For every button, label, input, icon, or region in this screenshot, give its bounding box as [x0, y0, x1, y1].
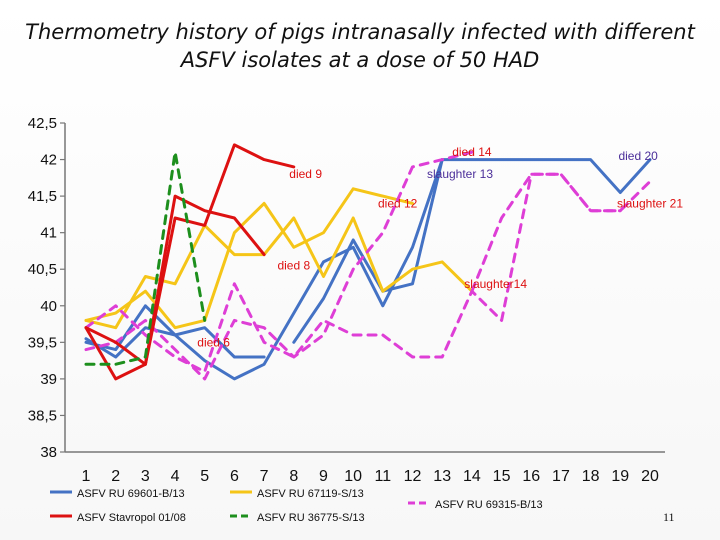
x-tick-label: 1: [82, 468, 91, 485]
annotation-label: died 6: [197, 335, 230, 349]
x-tick-label: 9: [319, 468, 328, 485]
x-tick-label: 4: [171, 468, 180, 485]
annotation-label: died 14: [452, 145, 492, 159]
legend-label-4: ASFV Stavropol 01/08: [77, 512, 186, 524]
series-line-3-3: [470, 172, 652, 293]
x-tick-label: 2: [111, 468, 120, 485]
annotation-label: died 12: [378, 196, 418, 210]
x-tick-label: 12: [404, 468, 422, 485]
legend-label-2: ASFV RU 67119-S/13: [257, 488, 364, 500]
series-line-2-2: [84, 187, 414, 330]
chart-title-line-1: Thermometry history of pigs intranasally…: [25, 20, 695, 44]
y-tick-label: 38,5: [28, 407, 57, 424]
y-tick-label: 40,5: [28, 261, 57, 278]
y-tick-label: 39: [40, 371, 57, 388]
legend-label-3: ASFV RU 69315-B/13: [435, 499, 543, 511]
annotation-label: slaughter 21: [617, 196, 683, 210]
series-line-5-1: [84, 150, 207, 366]
legend-label-5: ASFV RU 36775-S/13: [257, 512, 365, 524]
series-line-1-2: [84, 158, 444, 381]
series-line-4-1: [84, 143, 296, 366]
x-tick-label: 7: [260, 468, 269, 485]
chart-title: Thermometry history of pigs intranasally…: [0, 18, 720, 74]
x-tick-label: 17: [552, 468, 570, 485]
y-tick-label: 41,5: [28, 188, 57, 205]
x-tick-label: 8: [289, 468, 298, 485]
series-line-2-1: [84, 216, 474, 330]
x-tick-label: 16: [522, 468, 540, 485]
legend-label-1: ASFV RU 69601-B/13: [77, 488, 185, 500]
y-tick-label: 42,5: [28, 115, 57, 132]
series-line-4-2: [84, 194, 266, 381]
y-tick-label: 41: [40, 225, 57, 242]
series-line-1-3: [292, 158, 652, 344]
annotation-label: died 8: [277, 259, 310, 273]
x-tick-label: 14: [463, 468, 481, 485]
x-tick-label: 13: [433, 468, 451, 485]
annotation-label: slaughter14: [464, 277, 527, 291]
y-tick-label: 40: [40, 298, 57, 315]
x-tick-label: 6: [230, 468, 239, 485]
y-tick-label: 39,5: [28, 334, 57, 351]
x-tick-label: 18: [582, 468, 600, 485]
annotation-label: died 20: [618, 149, 658, 163]
x-tick-label: 20: [641, 468, 659, 485]
y-tick-label: 42: [40, 152, 57, 169]
annotation-label: slaughter 13: [427, 167, 493, 181]
x-tick-label: 10: [344, 468, 362, 485]
x-tick-label: 19: [611, 468, 629, 485]
x-tick-label: 15: [493, 468, 511, 485]
x-tick-label: 11: [375, 468, 392, 485]
x-tick-label: 5: [200, 468, 209, 485]
chart-title-line-2: ASFV isolates at a dose of 50 HAD: [180, 48, 540, 72]
series-line-3-1: [84, 172, 622, 374]
page-number: 11: [663, 510, 675, 524]
y-tick-label: 38: [40, 444, 57, 461]
x-tick-label: 3: [141, 468, 150, 485]
annotation-label: died 9: [289, 167, 322, 181]
